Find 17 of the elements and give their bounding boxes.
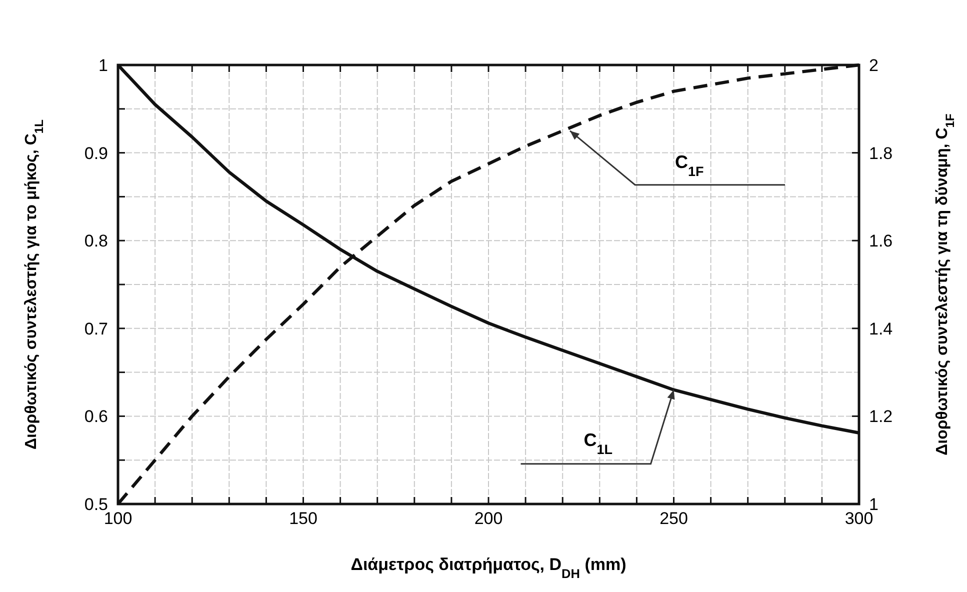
- y-tick-label: 0.7: [84, 319, 108, 338]
- y2-tick-label: 1.2: [869, 407, 893, 426]
- annotation: C$_{1L}$: [584, 430, 613, 456]
- x-tick-label: 150: [289, 509, 318, 528]
- annotation: C$_{1F}$: [675, 152, 704, 178]
- y2-tick-label: 2: [869, 56, 878, 75]
- x-tick-label: 200: [474, 509, 503, 528]
- y2-tick-label: 1.6: [869, 232, 893, 251]
- x-tick-label: 250: [660, 509, 688, 528]
- y-tick-label: 0.6: [84, 407, 108, 426]
- y2-tick-label: 1.8: [869, 144, 893, 163]
- y-tick-label: 0.8: [84, 232, 108, 251]
- x-tick-label: 300: [844, 509, 874, 528]
- y-tick-label: 1: [98, 56, 108, 75]
- x-axis-title: Διάμετρος διατρήματος, D$_{DH}$ (mm): [350, 555, 626, 580]
- y2-tick-label: 1.4: [869, 319, 893, 338]
- y-tick-label: 0.9: [84, 144, 108, 163]
